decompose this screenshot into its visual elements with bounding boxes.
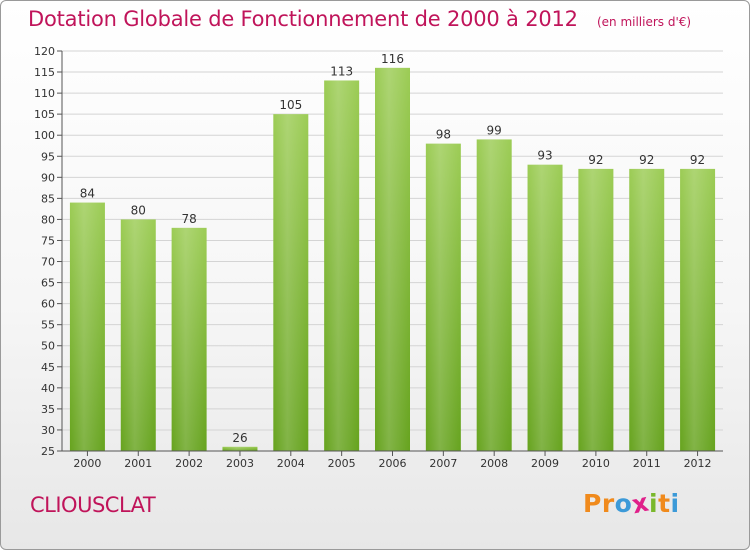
y-tick-label: 80 xyxy=(41,213,55,226)
y-tick-label: 100 xyxy=(34,129,55,142)
logo-letter: o xyxy=(614,489,633,518)
y-tick-label: 105 xyxy=(34,108,55,121)
y-tick-label: 70 xyxy=(41,256,55,269)
commune-name: CLIOUSCLAT xyxy=(30,493,156,517)
bar-highlight xyxy=(222,446,258,451)
data-label: 84 xyxy=(80,187,95,201)
data-label: 116 xyxy=(381,52,404,66)
data-label: 105 xyxy=(279,98,302,112)
y-tick-label: 90 xyxy=(41,171,55,184)
x-tick-label: 2000 xyxy=(73,457,101,470)
data-label: 92 xyxy=(588,153,603,167)
y-tick-label: 110 xyxy=(34,87,55,100)
data-label: 98 xyxy=(436,128,451,142)
data-label: 113 xyxy=(330,64,353,78)
x-tick-label: 2006 xyxy=(379,457,407,470)
y-tick-label: 75 xyxy=(41,234,55,247)
x-tick-label: 2005 xyxy=(328,457,356,470)
bar-highlight xyxy=(476,139,512,451)
x-tick-label: 2007 xyxy=(429,457,457,470)
bar-highlight xyxy=(425,143,461,451)
logo-letter: i xyxy=(649,489,659,518)
logo-letter: r xyxy=(601,489,615,518)
y-tick-label: 35 xyxy=(41,403,55,416)
bar-highlight xyxy=(324,80,360,451)
data-label: 26 xyxy=(232,431,247,445)
data-label: 99 xyxy=(487,123,502,137)
data-label: 78 xyxy=(181,212,196,226)
bar-highlight xyxy=(527,164,563,451)
data-label: 92 xyxy=(639,153,654,167)
y-tick-label: 45 xyxy=(41,361,55,374)
y-tick-label: 60 xyxy=(41,298,55,311)
x-tick-label: 2009 xyxy=(531,457,559,470)
y-tick-label: 115 xyxy=(34,66,55,79)
chart-title: Dotation Globale de Fonctionnement de 20… xyxy=(28,7,578,31)
x-tick-label: 2002 xyxy=(175,457,203,470)
bar-highlight xyxy=(629,168,665,452)
logo-letter: t xyxy=(658,489,671,518)
y-tick-label: 50 xyxy=(41,340,55,353)
y-tick-label: 30 xyxy=(41,424,55,437)
y-tick-label: 95 xyxy=(41,150,55,163)
y-tick-label: 65 xyxy=(41,277,55,290)
bar-highlight xyxy=(680,168,716,452)
bar-highlight xyxy=(69,202,105,451)
bar-highlight xyxy=(120,219,156,451)
x-axis: 2000 2001 2002 2003 2004 2005 2006 2007 2008 2009… xyxy=(62,450,723,470)
x-tick-label: 2012 xyxy=(684,457,712,470)
logo-letter: i xyxy=(670,489,680,518)
y-tick-label: 25 xyxy=(41,445,55,458)
chart-header: Dotation Globale de Fonctionnement de 20… xyxy=(28,7,691,31)
logo-letter: P xyxy=(583,489,602,518)
bar-highlight xyxy=(578,168,614,452)
x-tick-label: 2011 xyxy=(633,457,661,470)
chart-unit: (en milliers d'€) xyxy=(596,15,692,29)
x-tick-label: 2010 xyxy=(582,457,610,470)
y-tick-label: 40 xyxy=(41,382,55,395)
y-tick-label: 85 xyxy=(41,192,55,205)
proxiti-logo[interactable]: Proxiti xyxy=(583,488,680,520)
bar-highlight xyxy=(171,227,207,451)
y-axis: 25 30 35 40 45 50 55 60 65 70 75 80 85 90 95 100 105 110 1… xyxy=(34,45,63,458)
y-tick-label: 55 xyxy=(41,319,55,332)
data-label: 80 xyxy=(131,203,146,217)
x-tick-label: 2004 xyxy=(277,457,305,470)
data-label: 92 xyxy=(690,153,705,167)
x-tick-label: 2003 xyxy=(226,457,254,470)
bars: 84 80 78 26 105 113 116 98 99 93 92 92 92 xyxy=(69,52,716,452)
data-label: 93 xyxy=(537,149,552,163)
bar-highlight xyxy=(375,67,410,451)
x-tick-label: 2008 xyxy=(480,457,508,470)
y-tick-label: 120 xyxy=(34,45,55,58)
bar-highlight xyxy=(273,114,309,451)
x-tick-label: 2001 xyxy=(124,457,152,470)
